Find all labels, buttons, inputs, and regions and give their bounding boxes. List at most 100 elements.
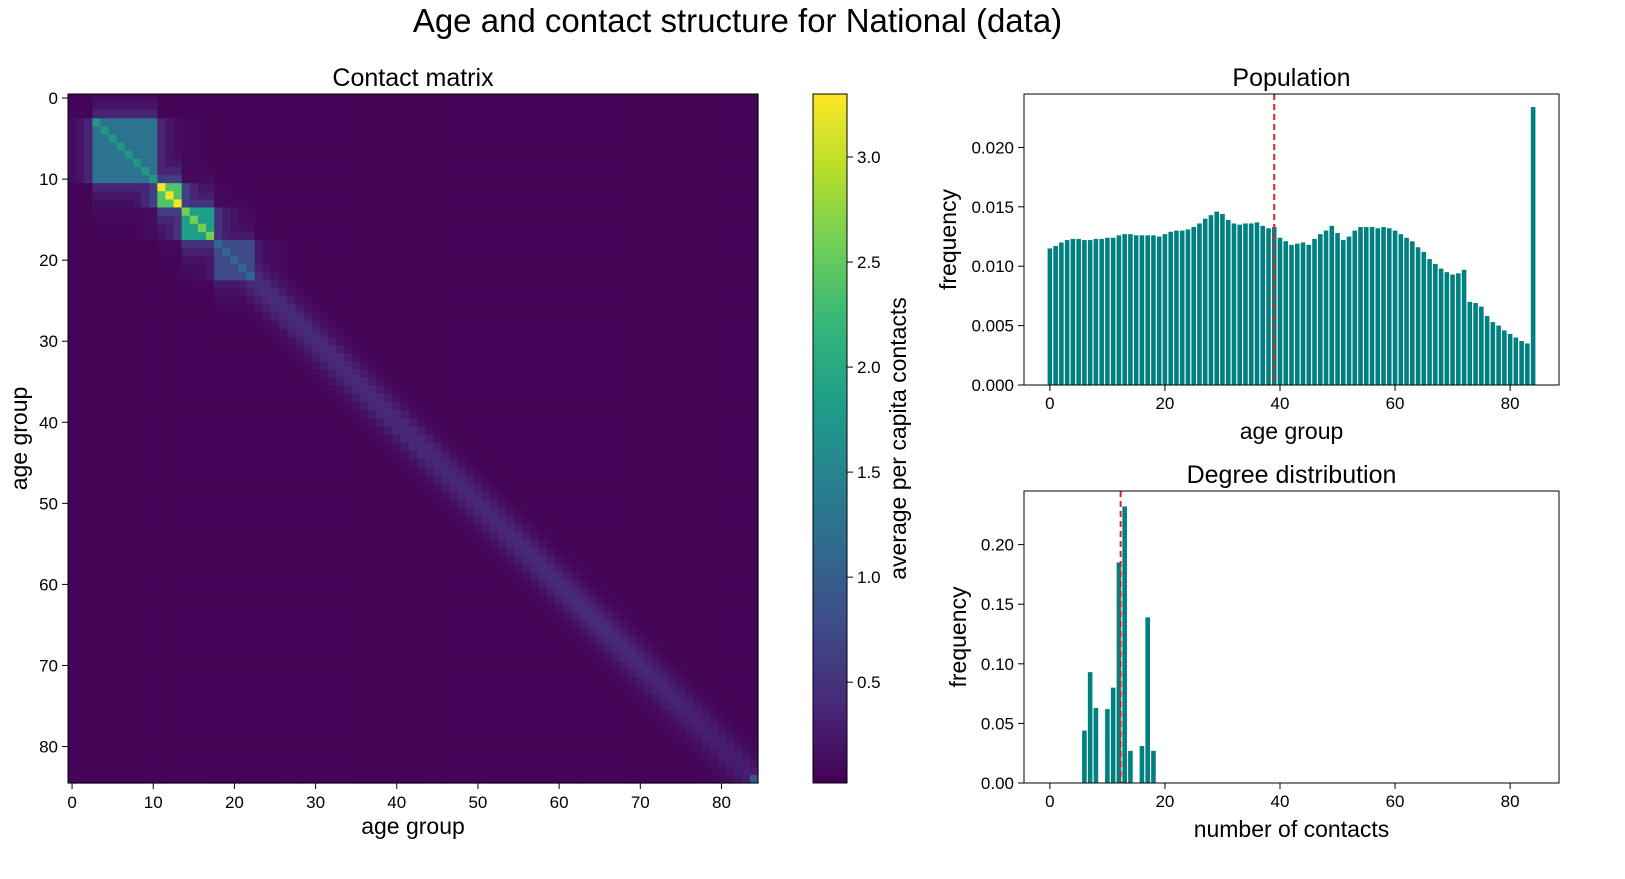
heatmap-cell (676, 158, 686, 168)
heatmap-cell (457, 483, 467, 492)
heatmap-cell (116, 515, 126, 525)
heatmap-cell (644, 450, 654, 460)
heatmap-cell (563, 377, 572, 387)
heatmap-cell (384, 264, 394, 273)
heatmap-cell (368, 199, 378, 209)
heatmap-cell (749, 272, 759, 282)
heatmap-cell (660, 369, 670, 379)
heatmap-cell (538, 329, 548, 338)
heatmap-cell (116, 442, 126, 452)
heatmap-cell (417, 410, 426, 419)
heatmap-cell (173, 491, 183, 500)
heatmap-cell (368, 231, 378, 241)
heatmap-cell (733, 499, 743, 508)
heatmap-cell (506, 264, 516, 273)
heatmap-cell (206, 175, 215, 184)
heatmap-cell (644, 523, 654, 533)
heatmap-cell (197, 166, 207, 176)
heatmap-cell (652, 393, 662, 403)
heatmap-cell (100, 523, 110, 533)
heatmap-cell (108, 337, 118, 346)
heatmap-cell (425, 248, 434, 257)
heatmap-cell (514, 450, 524, 460)
heatmap-cell (538, 410, 548, 419)
heatmap-cell (660, 158, 670, 168)
heatmap-cell (270, 515, 280, 525)
heatmap-cell (693, 215, 702, 225)
heatmap-cell (392, 239, 402, 249)
heatmap-cell (684, 166, 694, 176)
heatmap-cell (384, 426, 394, 436)
heatmap-cell (628, 166, 637, 176)
heatmap-cell (530, 556, 540, 565)
heatmap-cell (116, 166, 126, 176)
heatmap-cell (384, 450, 394, 460)
heatmap-cell (563, 288, 572, 298)
heatmap-cell (693, 207, 702, 217)
heatmap-cell (360, 183, 369, 192)
heatmap-cell (579, 264, 589, 273)
heatmap-cell (360, 483, 369, 492)
heatmap-cell (76, 183, 85, 192)
heatmap-cell (425, 458, 434, 468)
heatmap-cell (230, 434, 240, 444)
heatmap-cell (506, 158, 516, 168)
heatmap-cell (384, 118, 394, 128)
heatmap-cell (449, 248, 459, 257)
heatmap-cell (652, 248, 662, 257)
heatmap-cell (652, 434, 662, 444)
heatmap-cell (514, 280, 524, 290)
heatmap-cell (571, 402, 581, 411)
heatmap-cell (652, 142, 662, 152)
heatmap-cell (701, 458, 710, 468)
heatmap-cell (116, 426, 126, 436)
heatmap-cell (279, 215, 288, 225)
heatmap-cell (644, 345, 654, 354)
heatmap-cell (522, 547, 532, 557)
heatmap-cell (335, 296, 345, 306)
heatmap-cell (230, 231, 240, 241)
heatmap-cell (514, 474, 524, 484)
heatmap-cell (433, 223, 443, 233)
heatmap-cell (571, 312, 581, 322)
heatmap-cell (149, 410, 158, 419)
heatmap-cell (384, 142, 394, 152)
heatmap-cell (717, 158, 727, 168)
heatmap-cell (603, 426, 613, 436)
heatmap-cell (506, 564, 516, 573)
heatmap-cell (157, 361, 167, 371)
heatmap-cell (76, 231, 85, 241)
heatmap-cell (262, 215, 272, 225)
heatmap-cell (620, 256, 629, 265)
heatmap-cell (555, 466, 564, 476)
heatmap-cell (335, 264, 345, 273)
heatmap-cell (579, 288, 589, 298)
heatmap-cell (555, 118, 564, 128)
heatmap-cell (76, 434, 85, 444)
heatmap-cell (563, 369, 572, 379)
heatmap-cell (733, 134, 743, 144)
heatmap-cell (92, 304, 102, 314)
heatmap-cell (279, 466, 288, 476)
heatmap-cell (319, 466, 329, 476)
heatmap-cell (587, 312, 597, 322)
heatmap-cell (303, 280, 313, 290)
heatmap-cell (636, 126, 645, 136)
heatmap-cell (441, 385, 451, 395)
heatmap-cell (522, 312, 532, 322)
heatmap-cell (311, 556, 321, 565)
heatmap-cell (214, 264, 223, 273)
heatmap-cell (684, 523, 694, 533)
heatmap-cell (620, 515, 629, 525)
heatmap-cell (717, 296, 727, 306)
heatmap-cell (571, 166, 581, 176)
heatmap-cell (546, 207, 556, 217)
heatmap-cell (579, 410, 589, 419)
heatmap-cell (693, 239, 702, 249)
heatmap-cell (417, 175, 426, 184)
heatmap-cell (368, 215, 378, 225)
heatmap-cell (595, 369, 605, 379)
heatmap-cell (246, 191, 256, 200)
heatmap-cell (206, 158, 215, 168)
heatmap-cell (270, 223, 280, 233)
